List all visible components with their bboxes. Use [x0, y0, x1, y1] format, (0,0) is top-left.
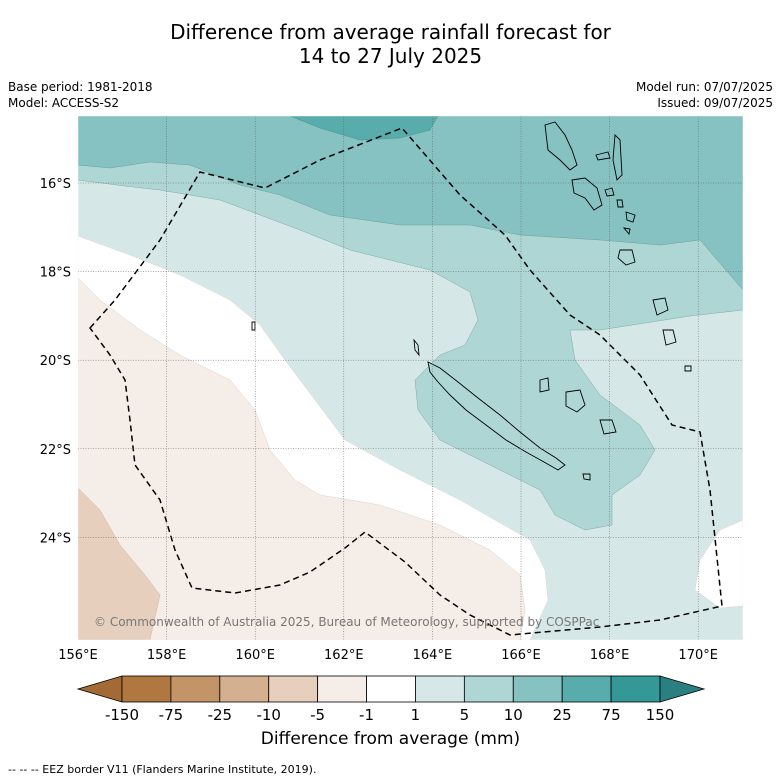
lon-label: 162°E	[324, 648, 364, 663]
colorbar-tick-label: 1	[411, 706, 421, 724]
colorbar-segment	[121, 675, 172, 703]
model-name: Model: ACCESS-S2	[8, 96, 120, 110]
title-line-1: Difference from average rainfall forecas…	[170, 20, 611, 44]
colorbar-tick-label: -10	[256, 706, 281, 724]
colorbar-tick-label: 5	[460, 706, 470, 724]
colorbar-ticks: -150 -75 -25 -10 -5 -1 1 5 10 25 75 150	[105, 706, 674, 724]
lon-label: 170°E	[678, 648, 718, 663]
lat-label: 22°S	[40, 443, 71, 458]
colorbar-tick-label: 25	[553, 706, 572, 724]
colorbar-tick-label: 75	[602, 706, 621, 724]
colorbar-segment	[463, 675, 514, 703]
issued-date: Issued: 09/07/2025	[657, 96, 773, 110]
latitude-labels: 16°S 18°S 20°S 22°S 24°S	[40, 177, 71, 546]
eez-legend-note: -- -- -- EEZ border V11 (Flanders Marine…	[8, 763, 317, 776]
title-line-2: 14 to 27 July 2025	[298, 44, 483, 68]
colorbar-segment	[512, 675, 563, 703]
lon-label: 168°E	[590, 648, 630, 663]
colorbar-extend-low	[76, 675, 123, 703]
colorbar	[76, 675, 706, 703]
gridlines	[78, 116, 743, 640]
lon-label: 158°E	[147, 648, 187, 663]
colorbar-segment	[561, 675, 612, 703]
rainfall-contours	[78, 116, 743, 640]
metadata-right: Model run: 07/07/2025 Issued: 09/07/2025	[636, 79, 773, 111]
colorbar-tick-label: -150	[105, 706, 139, 724]
colorbar-tick-label: -1	[359, 706, 374, 724]
colorbar-tick-label: -25	[208, 706, 233, 724]
lon-label: 166°E	[501, 648, 541, 663]
lat-label: 16°S	[40, 177, 71, 192]
contour-minus10-to-minus5	[78, 487, 161, 640]
colorbar-segment	[317, 675, 367, 703]
model-run: Model run: 07/07/2025	[635, 80, 773, 94]
colorbar-segment	[268, 675, 319, 703]
lat-label: 20°S	[40, 354, 71, 369]
base-period: Base period: 1981-2018	[8, 80, 153, 94]
colorbar-segment	[610, 675, 661, 703]
colorbar-segment	[415, 675, 465, 703]
contour-10-to-25	[78, 116, 743, 291]
colorbar-tick-label: -5	[310, 706, 325, 724]
lon-label: 160°E	[235, 648, 275, 663]
contour-minus1-to-1-east	[694, 519, 743, 609]
copyright-notice: © Commonwealth of Australia 2025, Bureau…	[94, 615, 599, 629]
colorbar-label: Difference from average (mm)	[260, 729, 521, 749]
eez-border	[89, 127, 723, 636]
colorbar-extend-high	[659, 675, 706, 703]
colorbar-tick-label: -75	[159, 706, 184, 724]
colorbar-segment	[219, 675, 270, 703]
colorbar-tick-label: 10	[504, 706, 523, 724]
map-frame	[77, 115, 744, 641]
lon-label: 156°E	[58, 648, 98, 663]
colorbar-tick-label: 150	[646, 706, 675, 724]
longitude-labels: 156°E 158°E 160°E 162°E 164°E 166°E 168°E 170°E	[58, 648, 718, 663]
lon-label: 164°E	[413, 648, 453, 663]
lat-label: 24°S	[40, 531, 71, 546]
colorbar-segment	[366, 675, 416, 703]
lat-label: 18°S	[40, 266, 71, 281]
metadata-left: Base period: 1981-2018 Model: ACCESS-S2	[8, 79, 153, 111]
contour-25-to-75	[289, 116, 439, 141]
colorbar-segment	[170, 675, 221, 703]
island-outlines	[251, 121, 692, 481]
